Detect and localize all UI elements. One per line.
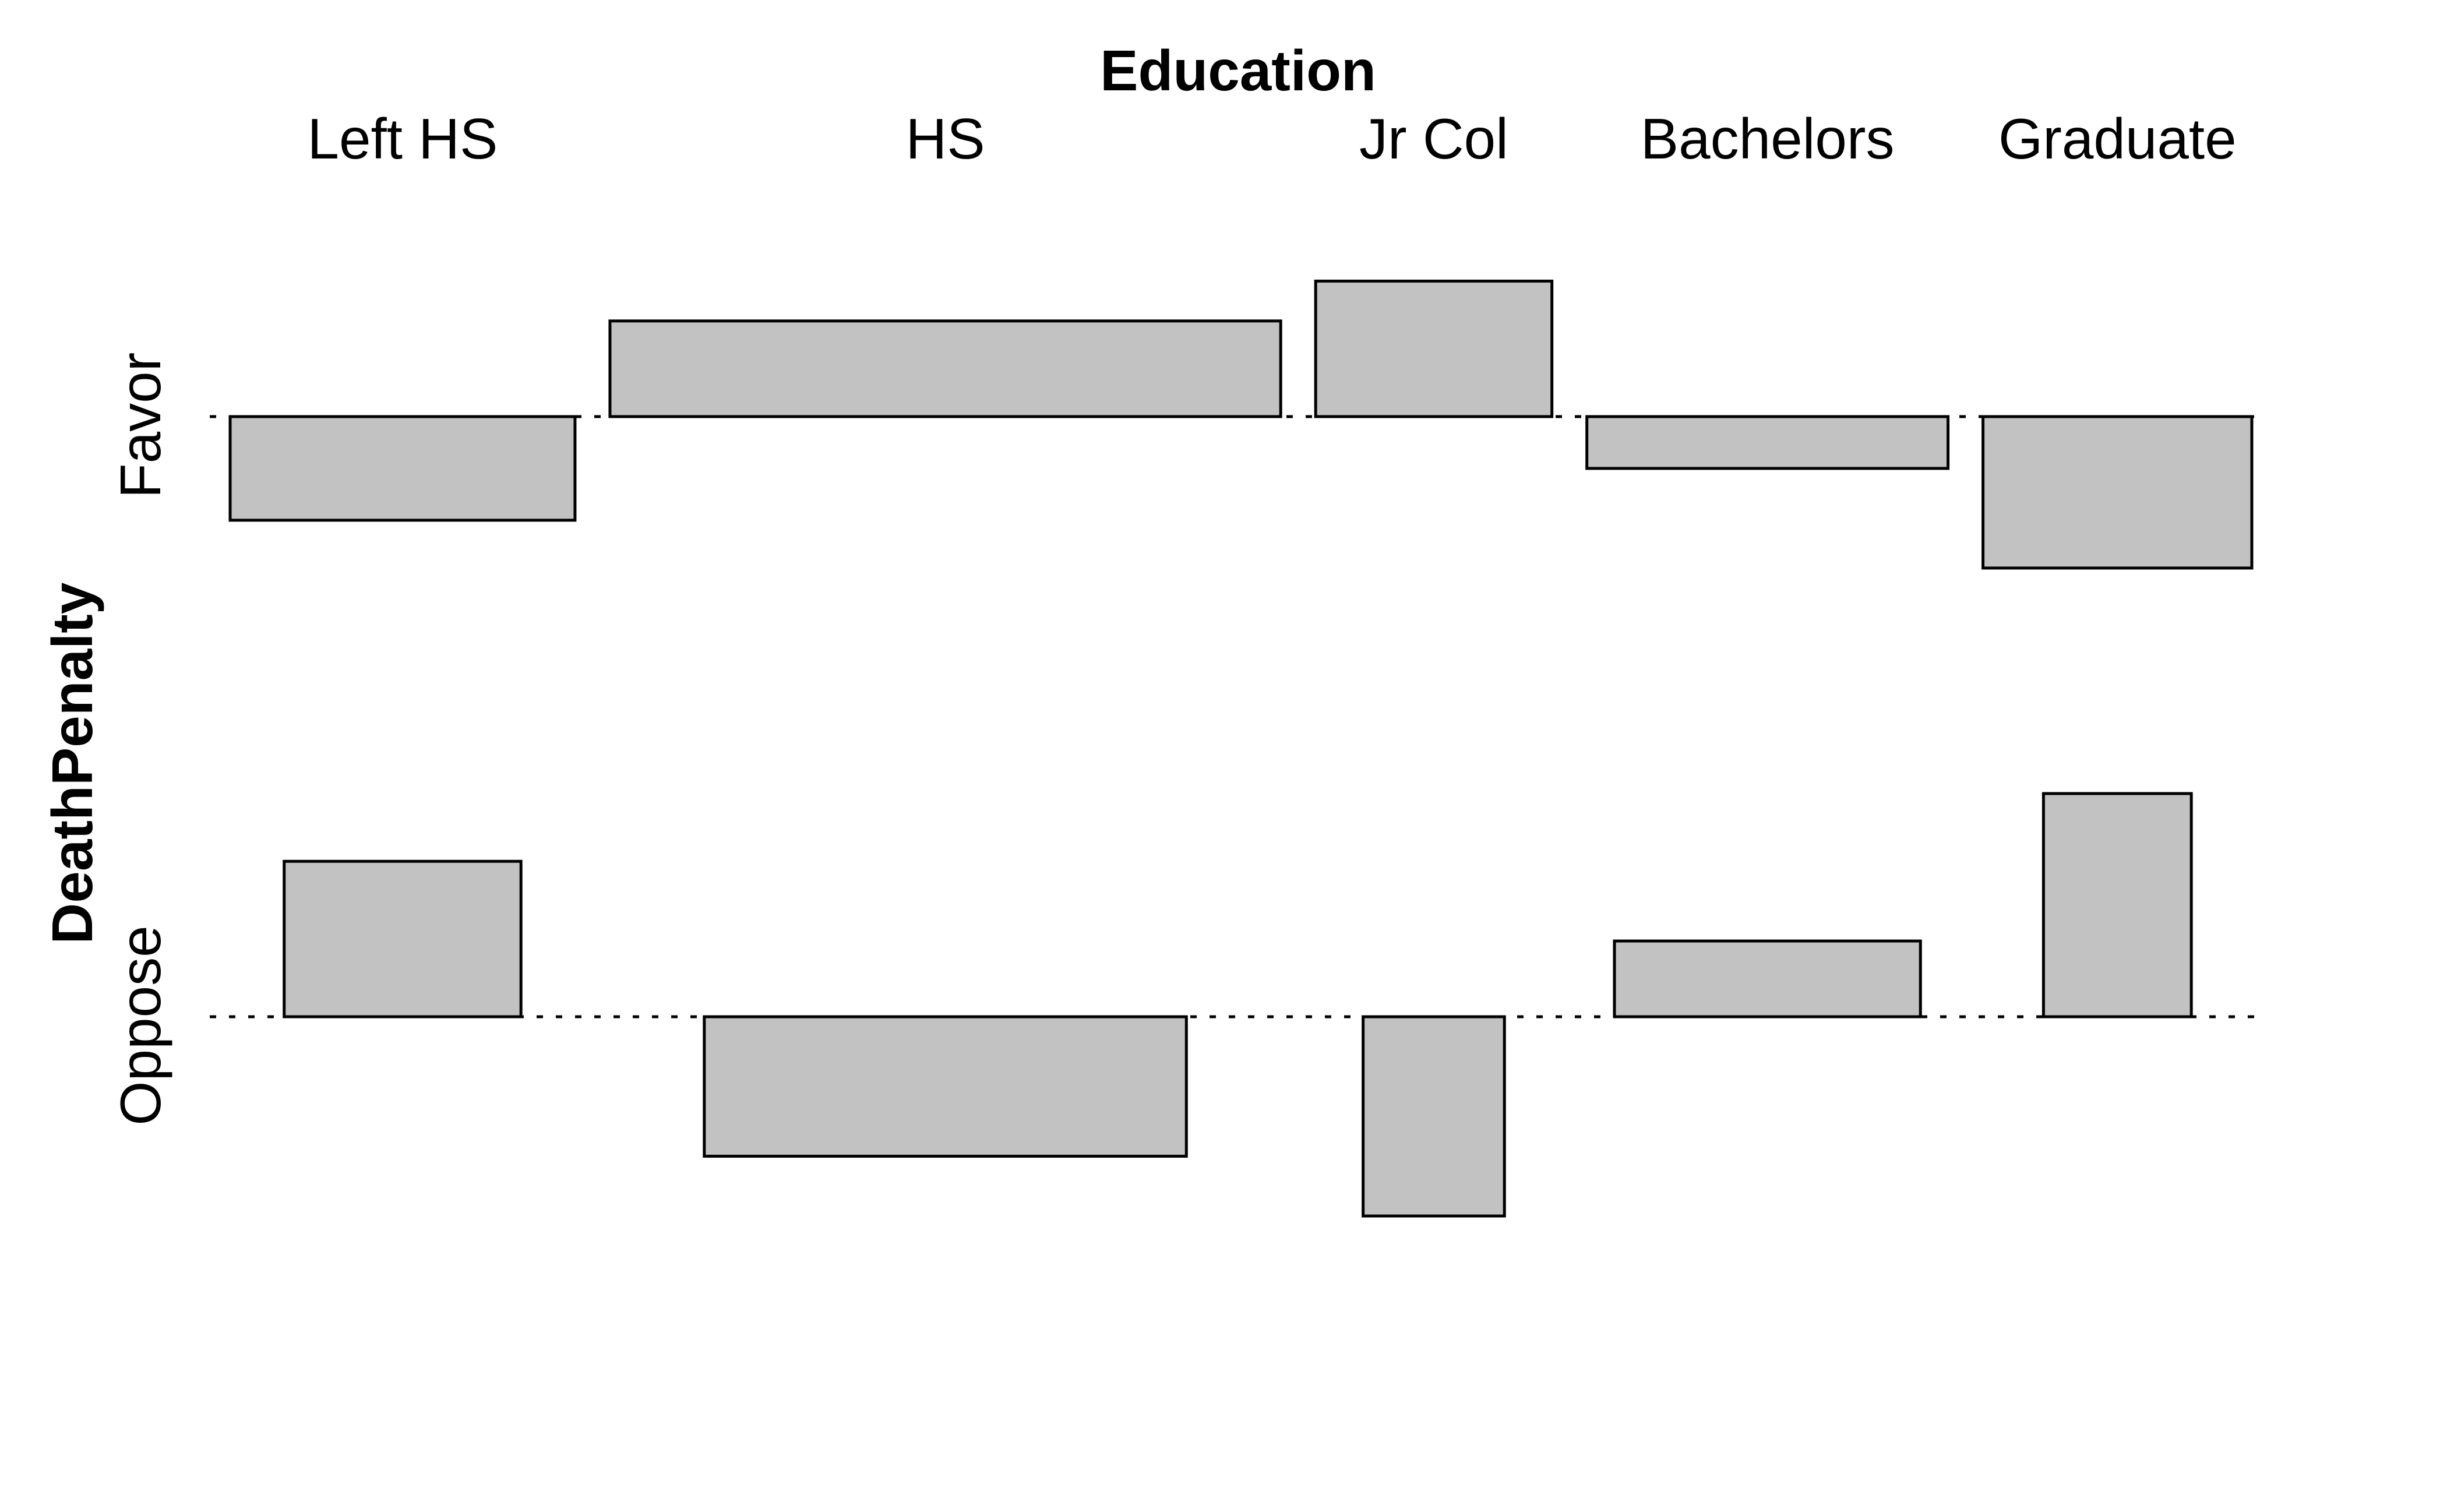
- y-axis-label: DeathPenalty: [40, 583, 104, 944]
- bar-favor-bachelors: [1585, 415, 1950, 470]
- column-label-graduate: Graduate: [1998, 107, 2237, 171]
- column-labels: Left HS HS Jr Col Bachelors Graduate: [308, 107, 2237, 171]
- column-label-bachelors: Bachelors: [1641, 107, 1895, 171]
- column-label-jr-col: Jr Col: [1359, 107, 1508, 171]
- bar-favor-jr-col: [1314, 279, 1554, 418]
- bar-favor-left-hs: [228, 415, 577, 522]
- bar-favor-graduate: [1981, 415, 2254, 570]
- bar-oppose-graduate: [2041, 792, 2193, 1018]
- chart-title: Education: [1100, 38, 1376, 103]
- bar-oppose-bachelors: [1613, 939, 1922, 1018]
- column-label-hs: HS: [905, 107, 985, 171]
- row-label-favor: Favor: [108, 353, 172, 499]
- row-label-oppose: Oppose: [108, 925, 172, 1125]
- bar-oppose-hs: [703, 1015, 1188, 1158]
- bars: [228, 279, 2254, 1218]
- column-label-left-hs: Left HS: [308, 107, 498, 171]
- bar-oppose-left-hs: [283, 859, 523, 1018]
- bar-oppose-jr-col: [1362, 1015, 1506, 1218]
- bar-favor-hs: [608, 319, 1282, 418]
- row-labels: Favor Oppose: [108, 353, 172, 1126]
